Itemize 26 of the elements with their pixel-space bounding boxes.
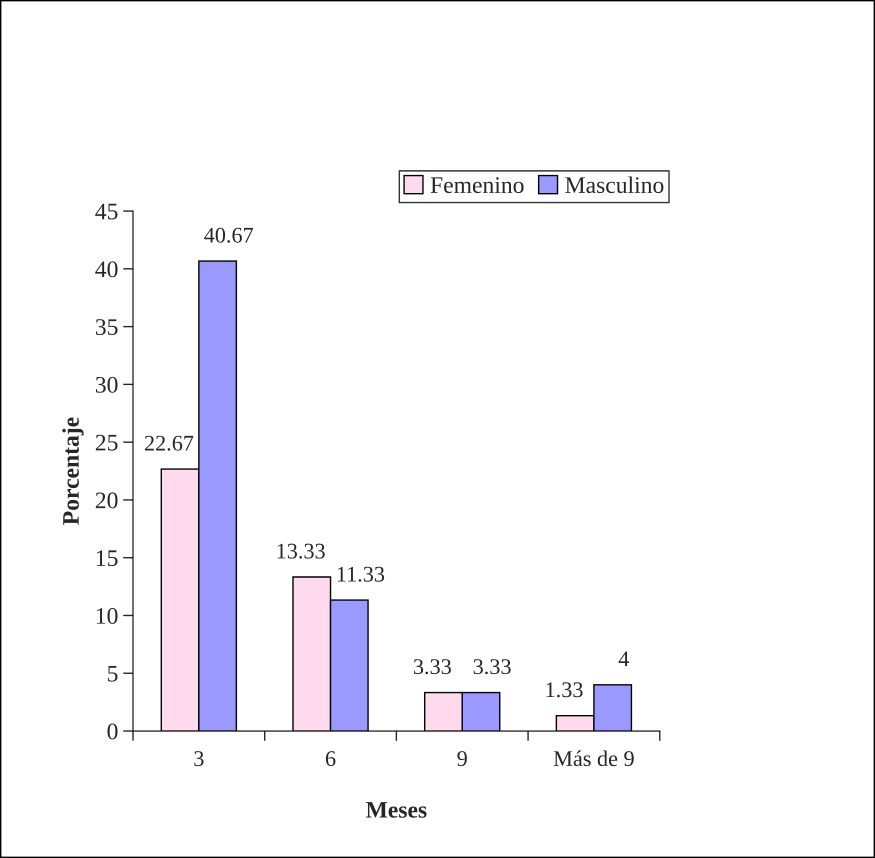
x-axis-title: Meses bbox=[366, 802, 427, 818]
y-tick-label: 30 bbox=[96, 376, 118, 393]
data-label: 11.33 bbox=[338, 566, 384, 582]
data-label: 13.33 bbox=[278, 544, 325, 559]
y-tick-label: 5 bbox=[108, 666, 118, 682]
y-axis-title: Porcentaje bbox=[62, 417, 84, 525]
y-tick-label: 25 bbox=[96, 434, 118, 451]
x-tick-label: Más de 9 bbox=[554, 750, 634, 766]
legend-label: Masculino bbox=[565, 176, 664, 194]
y-tick-label: 10 bbox=[96, 608, 118, 624]
x-tick-label: 9 bbox=[457, 751, 467, 766]
legend-label: Femenino bbox=[430, 177, 524, 194]
data-label: 1.33 bbox=[546, 682, 583, 698]
data-label: 3.33 bbox=[474, 659, 511, 674]
data-label: 40.67 bbox=[204, 228, 254, 243]
y-tick-label: 15 bbox=[96, 550, 118, 566]
x-tick-label: 6 bbox=[326, 751, 336, 766]
y-tick-label: 0 bbox=[108, 724, 118, 740]
y-tick-label: 40 bbox=[95, 261, 118, 278]
data-label: 22.67 bbox=[144, 436, 194, 451]
data-label: 3.33 bbox=[414, 659, 451, 674]
x-tick-label: 3 bbox=[194, 751, 204, 766]
data-label: 4 bbox=[618, 652, 629, 666]
y-tick-label: 20 bbox=[96, 492, 118, 508]
y-tick-label: 35 bbox=[96, 319, 118, 336]
y-tick-label: 45 bbox=[95, 204, 118, 220]
